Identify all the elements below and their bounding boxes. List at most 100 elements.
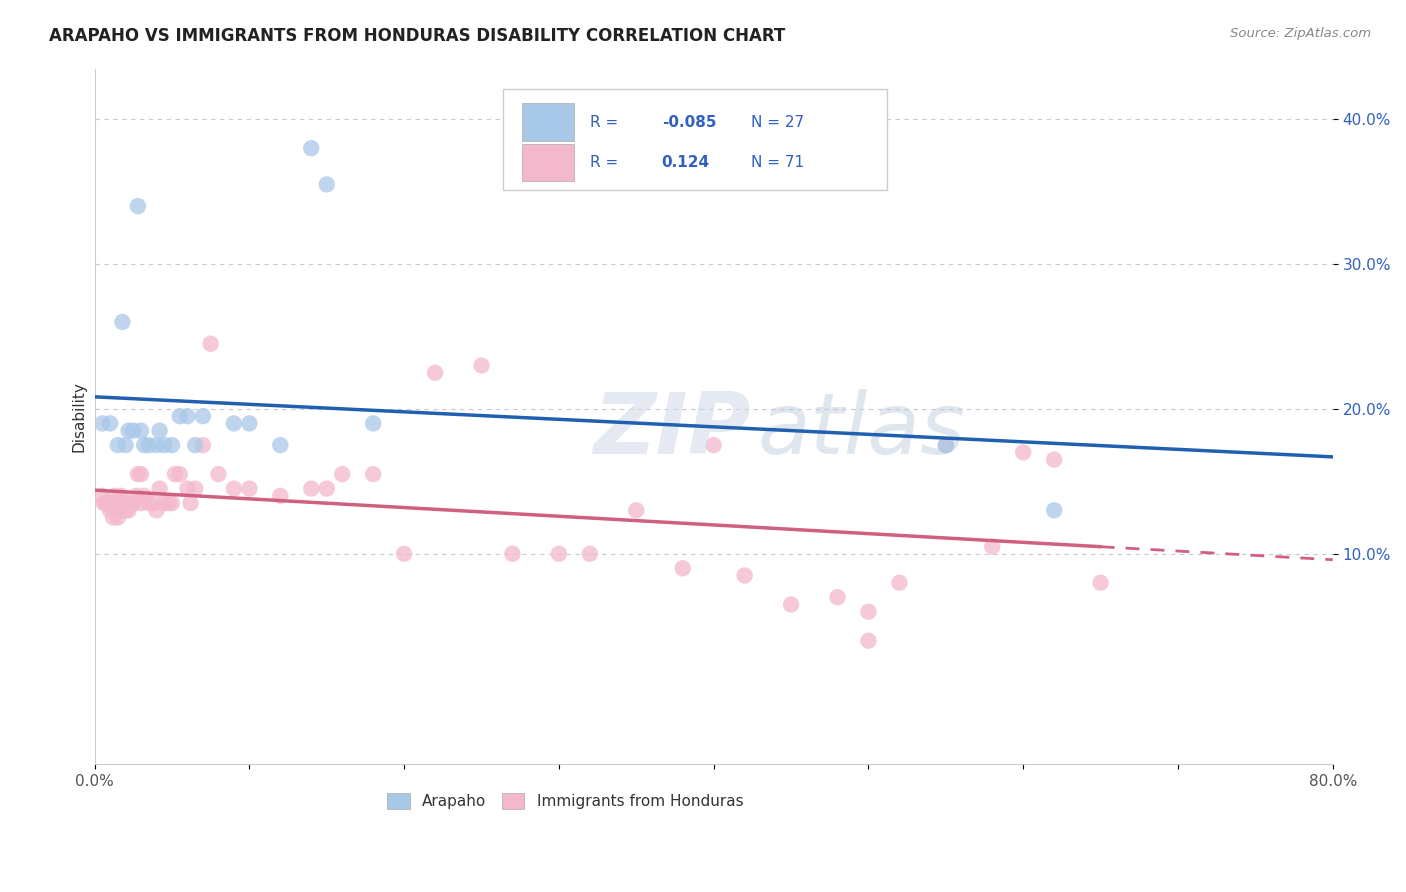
Point bbox=[111, 315, 134, 329]
Point bbox=[361, 417, 384, 431]
Point bbox=[114, 503, 136, 517]
Point bbox=[176, 482, 198, 496]
Point bbox=[104, 489, 127, 503]
Point bbox=[107, 438, 129, 452]
Point bbox=[780, 598, 803, 612]
Point bbox=[330, 467, 353, 482]
Point bbox=[125, 489, 148, 503]
Point bbox=[191, 438, 214, 452]
Point bbox=[858, 633, 880, 648]
Point bbox=[981, 540, 1004, 554]
Point bbox=[122, 496, 145, 510]
Point bbox=[703, 438, 725, 452]
Point bbox=[114, 496, 136, 510]
Point bbox=[132, 489, 155, 503]
Point bbox=[148, 482, 170, 496]
Point bbox=[153, 496, 176, 510]
Point bbox=[889, 575, 911, 590]
Point bbox=[734, 568, 756, 582]
Point bbox=[122, 424, 145, 438]
Point bbox=[935, 438, 957, 452]
Point bbox=[361, 467, 384, 482]
Point bbox=[1043, 503, 1066, 517]
Point bbox=[127, 199, 149, 213]
Point bbox=[315, 178, 337, 192]
Text: R =: R = bbox=[591, 114, 623, 129]
Point bbox=[98, 417, 121, 431]
Point bbox=[157, 496, 180, 510]
Point bbox=[129, 424, 152, 438]
Point bbox=[117, 424, 139, 438]
Point bbox=[269, 438, 291, 452]
Point bbox=[108, 503, 131, 517]
Point bbox=[93, 496, 115, 510]
FancyBboxPatch shape bbox=[522, 103, 574, 141]
Point bbox=[207, 467, 229, 482]
Point bbox=[132, 438, 155, 452]
Point bbox=[117, 503, 139, 517]
Point bbox=[142, 496, 165, 510]
Point bbox=[858, 605, 880, 619]
Text: atlas: atlas bbox=[756, 389, 965, 472]
Point bbox=[112, 496, 135, 510]
Point bbox=[100, 496, 122, 510]
Point bbox=[180, 496, 202, 510]
Point bbox=[153, 438, 176, 452]
Point bbox=[470, 359, 492, 373]
Legend: Arapaho, Immigrants from Honduras: Arapaho, Immigrants from Honduras bbox=[381, 787, 749, 815]
Point bbox=[222, 482, 245, 496]
Point bbox=[107, 510, 129, 524]
Y-axis label: Disability: Disability bbox=[72, 381, 86, 451]
Point bbox=[315, 482, 337, 496]
Text: ZIP: ZIP bbox=[593, 389, 751, 472]
FancyBboxPatch shape bbox=[522, 144, 574, 181]
Point bbox=[110, 489, 132, 503]
Point bbox=[129, 496, 152, 510]
Text: -0.085: -0.085 bbox=[662, 114, 716, 129]
Point bbox=[1090, 575, 1112, 590]
Point bbox=[148, 424, 170, 438]
Point bbox=[501, 547, 523, 561]
Point bbox=[105, 503, 128, 517]
Point bbox=[91, 489, 114, 503]
Point bbox=[222, 417, 245, 431]
Point bbox=[191, 409, 214, 424]
Point bbox=[626, 503, 648, 517]
Point bbox=[104, 496, 127, 510]
Point bbox=[111, 496, 134, 510]
Point bbox=[145, 503, 167, 517]
Point bbox=[101, 510, 124, 524]
Point bbox=[672, 561, 695, 575]
Point bbox=[548, 547, 571, 561]
Point bbox=[935, 438, 957, 452]
Point bbox=[269, 489, 291, 503]
Point bbox=[127, 467, 149, 482]
Point bbox=[579, 547, 602, 561]
Point bbox=[121, 496, 143, 510]
Point bbox=[184, 438, 207, 452]
Point bbox=[827, 591, 849, 605]
Text: ARAPAHO VS IMMIGRANTS FROM HONDURAS DISABILITY CORRELATION CHART: ARAPAHO VS IMMIGRANTS FROM HONDURAS DISA… bbox=[49, 27, 786, 45]
Point bbox=[169, 409, 191, 424]
Point bbox=[299, 482, 322, 496]
Text: 0.124: 0.124 bbox=[662, 155, 710, 169]
Text: R =: R = bbox=[591, 155, 623, 169]
Point bbox=[145, 438, 167, 452]
Point bbox=[98, 496, 121, 510]
Point bbox=[160, 438, 183, 452]
Text: N = 71: N = 71 bbox=[751, 155, 804, 169]
Text: N = 27: N = 27 bbox=[751, 114, 804, 129]
Point bbox=[91, 417, 114, 431]
Point bbox=[98, 503, 121, 517]
Text: Source: ZipAtlas.com: Source: ZipAtlas.com bbox=[1230, 27, 1371, 40]
Point bbox=[423, 366, 446, 380]
Point bbox=[200, 336, 222, 351]
Point bbox=[184, 482, 207, 496]
Point bbox=[114, 438, 136, 452]
Point bbox=[129, 467, 152, 482]
Point bbox=[101, 496, 124, 510]
Point bbox=[160, 496, 183, 510]
Point bbox=[97, 496, 120, 510]
FancyBboxPatch shape bbox=[503, 89, 887, 190]
Point bbox=[1043, 452, 1066, 467]
